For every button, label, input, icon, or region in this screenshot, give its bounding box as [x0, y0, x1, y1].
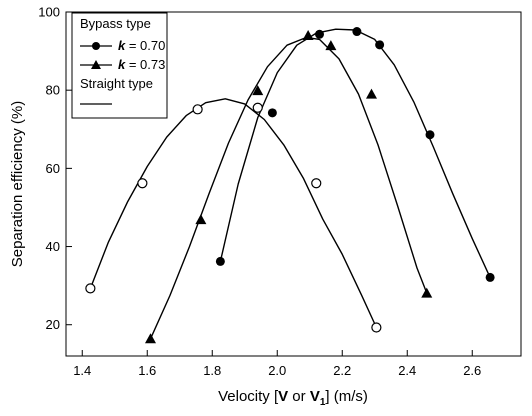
- x-axis-title-part-2: V: [278, 388, 288, 405]
- legend-label-k070-symbol: k: [118, 38, 126, 53]
- series-1-fit-curve: [219, 28, 491, 278]
- series-1-point: [485, 272, 495, 282]
- legend-marker-filled-triangle: [91, 60, 101, 69]
- plot-frame: [65, 11, 522, 357]
- x-tick-label: 1.6: [138, 363, 156, 378]
- legend-label-k073: k = 0.73: [118, 57, 165, 72]
- series-3-point: [192, 104, 203, 115]
- series-2-point: [252, 85, 264, 96]
- series-1-point: [375, 40, 385, 50]
- points-group: [85, 27, 495, 344]
- legend: Bypass type k = 0.70 k = 0.73 Straight t…: [71, 12, 168, 119]
- y-tick-label: 80: [46, 83, 60, 98]
- x-axis-title-part-1: Velocity [: [218, 388, 279, 405]
- y-tick-label: 20: [46, 317, 60, 332]
- series-2-point: [421, 287, 433, 298]
- legend-group2-title: Straight type: [80, 76, 153, 91]
- x-axis-title-part-4: V: [310, 388, 320, 405]
- ticks-group: 1.4 1.6 1.8 2.0 2.2 2.4 2.6 20 40 60 80 100: [38, 5, 481, 379]
- x-tick-label: 2.6: [463, 363, 481, 378]
- series-2-point: [195, 214, 207, 225]
- series-3-point: [371, 322, 382, 333]
- series-3-point: [137, 178, 148, 189]
- series-2-point: [145, 333, 156, 344]
- legend-label-k073-value: = 0.73: [125, 57, 165, 72]
- series-1-point: [425, 130, 435, 140]
- series-3-point: [311, 178, 322, 189]
- y-tick-label: 100: [38, 5, 60, 20]
- series-3-point: [252, 102, 263, 113]
- series-2-fit-curve: [149, 36, 428, 340]
- legend-group1-title: Bypass type: [80, 16, 151, 31]
- series-1-point: [267, 108, 277, 118]
- series-2-point: [366, 88, 377, 99]
- series-1-point: [315, 29, 324, 39]
- series-1-point: [215, 256, 225, 266]
- series-1-point: [352, 27, 362, 37]
- x-tick-label: 2.4: [398, 363, 416, 378]
- series-3-point: [85, 283, 96, 294]
- legend-label-k070-value: = 0.70: [125, 38, 165, 53]
- y-tick-label: 40: [46, 239, 60, 254]
- legend-label-k070: k = 0.70: [118, 38, 165, 53]
- x-axis-title-part-6: ] (m/s): [325, 388, 368, 405]
- x-axis-title: Velocity [V or V1] (m/s): [218, 388, 368, 408]
- x-tick-label: 2.2: [333, 363, 351, 378]
- legend-label-k073-symbol: k: [118, 57, 126, 72]
- x-tick-label: 2.0: [268, 363, 286, 378]
- y-tick-label: 60: [46, 161, 60, 176]
- legend-marker-filled-circle: [92, 42, 100, 50]
- x-axis-title-subscript: 1: [320, 397, 326, 408]
- x-tick-label: 1.4: [73, 363, 91, 378]
- x-axis-title-part-3: or: [288, 388, 310, 405]
- series-2-point: [325, 40, 337, 51]
- x-tick-label: 1.8: [203, 363, 221, 378]
- y-axis-title: Separation efficiency (%): [9, 101, 26, 267]
- series-2-point: [302, 29, 314, 40]
